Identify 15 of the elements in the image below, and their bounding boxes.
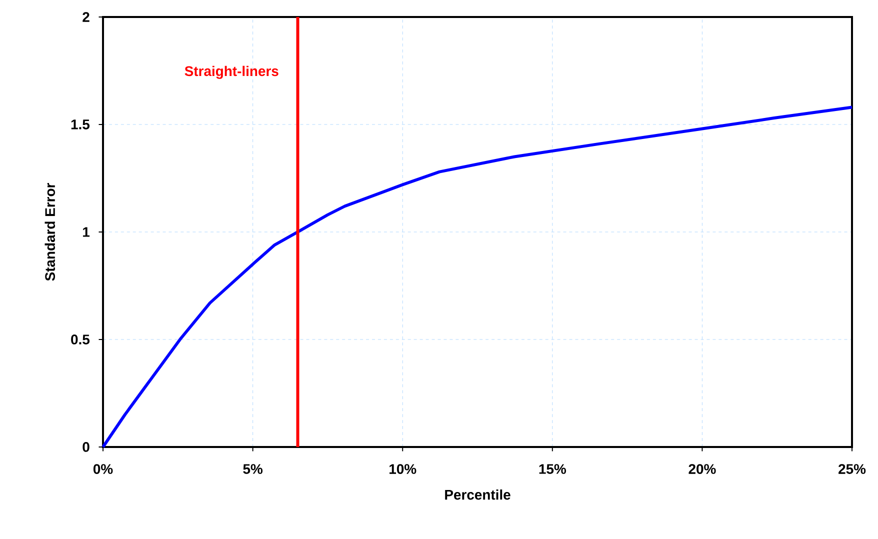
y-tick-label: 2 [82,12,90,22]
line-series [102,106,854,448]
y-tick-label: 0.5 [71,334,90,344]
y-axis-title: Standard Error [44,182,56,281]
x-tick-label: 5% [243,464,263,474]
x-tick-label: 15% [539,464,566,474]
x-tick-label: 20% [688,464,716,474]
y-tick-label: 0 [82,442,90,452]
y-tick-label: 1 [83,227,90,237]
x-tick-label: 10% [390,464,416,474]
x-tick-label: 0% [93,464,113,474]
x-axis-title: Percentile [445,489,510,500]
ref-line-label: Straight-liners [184,66,278,79]
x-tick-label: 25% [838,464,866,474]
y-tick-label: 1.5 [71,120,90,130]
